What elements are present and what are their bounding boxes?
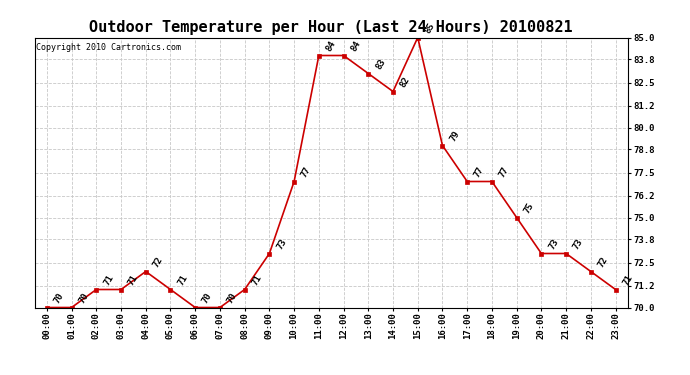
Text: Copyright 2010 Cartronics.com: Copyright 2010 Cartronics.com bbox=[36, 43, 181, 52]
Text: 72: 72 bbox=[151, 255, 164, 269]
Text: 77: 77 bbox=[497, 165, 511, 179]
Text: 84: 84 bbox=[349, 39, 362, 53]
Text: 71: 71 bbox=[126, 273, 140, 287]
Text: 73: 73 bbox=[571, 237, 585, 251]
Text: 73: 73 bbox=[547, 237, 560, 251]
Text: 85: 85 bbox=[423, 21, 437, 35]
Text: 82: 82 bbox=[399, 75, 412, 89]
Text: 73: 73 bbox=[275, 237, 288, 251]
Text: 77: 77 bbox=[299, 165, 313, 179]
Text: 75: 75 bbox=[522, 201, 535, 215]
Text: 83: 83 bbox=[374, 57, 387, 71]
Text: 71: 71 bbox=[250, 273, 264, 287]
Text: 84: 84 bbox=[324, 39, 337, 53]
Text: 72: 72 bbox=[596, 255, 609, 269]
Text: 77: 77 bbox=[473, 165, 486, 179]
Text: 71: 71 bbox=[102, 273, 115, 287]
Text: 71: 71 bbox=[621, 273, 634, 287]
Text: 70: 70 bbox=[226, 291, 239, 305]
Title: Outdoor Temperature per Hour (Last 24 Hours) 20100821: Outdoor Temperature per Hour (Last 24 Ho… bbox=[90, 20, 573, 35]
Text: 70: 70 bbox=[52, 291, 66, 305]
Text: 70: 70 bbox=[201, 291, 214, 305]
Text: 70: 70 bbox=[77, 291, 90, 305]
Text: 79: 79 bbox=[448, 129, 461, 143]
Text: 71: 71 bbox=[176, 273, 189, 287]
